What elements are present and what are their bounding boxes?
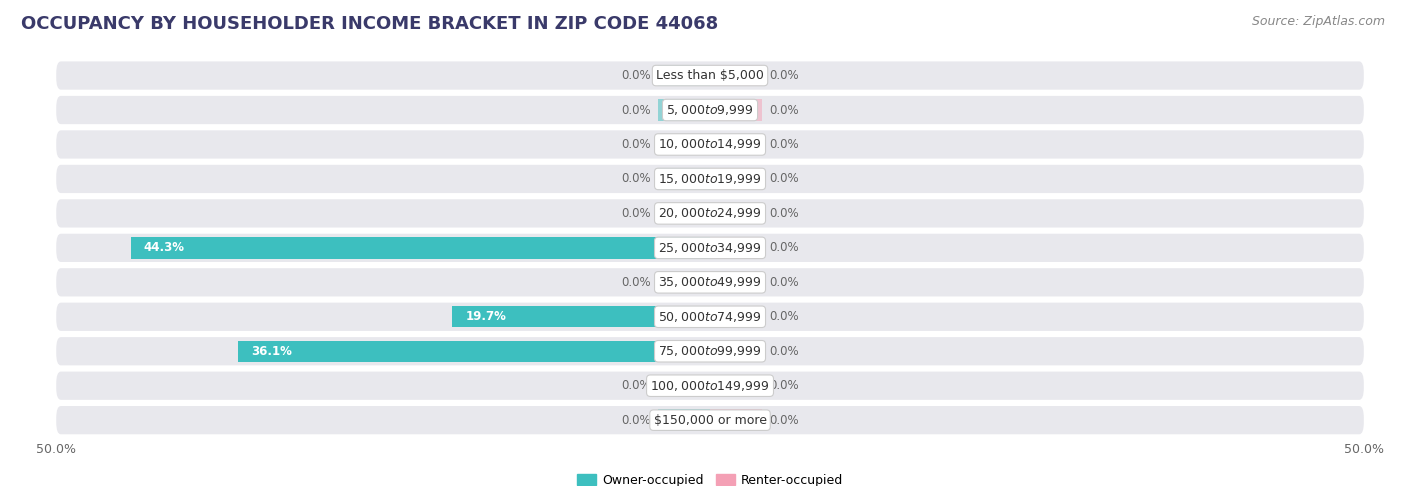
Legend: Owner-occupied, Renter-occupied: Owner-occupied, Renter-occupied: [572, 469, 848, 486]
FancyBboxPatch shape: [56, 165, 1364, 193]
Bar: [658, 65, 710, 86]
Bar: [658, 134, 710, 155]
Text: $5,000 to $9,999: $5,000 to $9,999: [666, 103, 754, 117]
Bar: [658, 168, 710, 190]
Text: 44.3%: 44.3%: [143, 242, 184, 254]
FancyBboxPatch shape: [56, 61, 1364, 90]
Bar: [658, 272, 710, 293]
Text: $75,000 to $99,999: $75,000 to $99,999: [658, 344, 762, 358]
Text: 0.0%: 0.0%: [769, 414, 799, 427]
Bar: [56, 331, 1364, 337]
Text: 0.0%: 0.0%: [621, 138, 651, 151]
Text: 0.0%: 0.0%: [769, 379, 799, 392]
Text: 0.0%: 0.0%: [769, 69, 799, 82]
Text: 36.1%: 36.1%: [252, 345, 292, 358]
Bar: [658, 203, 710, 224]
Bar: [56, 400, 1364, 406]
Text: 0.0%: 0.0%: [621, 173, 651, 186]
Bar: [710, 306, 762, 328]
FancyBboxPatch shape: [56, 303, 1364, 331]
Bar: [56, 262, 1364, 268]
Bar: [710, 237, 762, 259]
Text: 0.0%: 0.0%: [621, 414, 651, 427]
Text: $25,000 to $34,999: $25,000 to $34,999: [658, 241, 762, 255]
FancyBboxPatch shape: [56, 130, 1364, 158]
Text: OCCUPANCY BY HOUSEHOLDER INCOME BRACKET IN ZIP CODE 44068: OCCUPANCY BY HOUSEHOLDER INCOME BRACKET …: [21, 15, 718, 33]
Text: 19.7%: 19.7%: [465, 310, 506, 323]
Bar: [453, 306, 710, 328]
Bar: [56, 124, 1364, 130]
Text: $150,000 or more: $150,000 or more: [654, 414, 766, 427]
Bar: [710, 99, 762, 121]
Bar: [658, 375, 710, 397]
Text: 0.0%: 0.0%: [769, 276, 799, 289]
Text: 0.0%: 0.0%: [621, 379, 651, 392]
Bar: [56, 55, 1364, 61]
Text: 0.0%: 0.0%: [769, 345, 799, 358]
Text: 0.0%: 0.0%: [769, 173, 799, 186]
FancyBboxPatch shape: [56, 337, 1364, 365]
FancyBboxPatch shape: [56, 372, 1364, 400]
FancyBboxPatch shape: [56, 96, 1364, 124]
Text: 0.0%: 0.0%: [621, 69, 651, 82]
Text: $35,000 to $49,999: $35,000 to $49,999: [658, 276, 762, 289]
Bar: [710, 272, 762, 293]
Text: $50,000 to $74,999: $50,000 to $74,999: [658, 310, 762, 324]
FancyBboxPatch shape: [56, 268, 1364, 296]
Bar: [56, 227, 1364, 234]
Bar: [710, 134, 762, 155]
Bar: [131, 237, 710, 259]
Text: 0.0%: 0.0%: [621, 207, 651, 220]
Text: Source: ZipAtlas.com: Source: ZipAtlas.com: [1251, 15, 1385, 28]
FancyBboxPatch shape: [56, 199, 1364, 227]
Bar: [710, 410, 762, 431]
Text: 0.0%: 0.0%: [769, 207, 799, 220]
Text: $20,000 to $24,999: $20,000 to $24,999: [658, 207, 762, 220]
Bar: [710, 168, 762, 190]
Text: 0.0%: 0.0%: [769, 242, 799, 254]
Bar: [658, 99, 710, 121]
Bar: [710, 375, 762, 397]
Text: $15,000 to $19,999: $15,000 to $19,999: [658, 172, 762, 186]
Bar: [710, 341, 762, 362]
Bar: [56, 296, 1364, 303]
FancyBboxPatch shape: [56, 406, 1364, 434]
Bar: [56, 158, 1364, 165]
Bar: [56, 90, 1364, 96]
FancyBboxPatch shape: [56, 234, 1364, 262]
Text: 0.0%: 0.0%: [769, 310, 799, 323]
Bar: [710, 203, 762, 224]
Bar: [710, 65, 762, 86]
Text: 0.0%: 0.0%: [621, 276, 651, 289]
Text: 0.0%: 0.0%: [621, 104, 651, 117]
Text: Less than $5,000: Less than $5,000: [657, 69, 763, 82]
Bar: [56, 365, 1364, 372]
Text: 0.0%: 0.0%: [769, 138, 799, 151]
Text: 0.0%: 0.0%: [769, 104, 799, 117]
Bar: [56, 193, 1364, 199]
Text: $100,000 to $149,999: $100,000 to $149,999: [651, 379, 769, 393]
Bar: [238, 341, 710, 362]
Text: $10,000 to $14,999: $10,000 to $14,999: [658, 138, 762, 152]
Bar: [658, 410, 710, 431]
